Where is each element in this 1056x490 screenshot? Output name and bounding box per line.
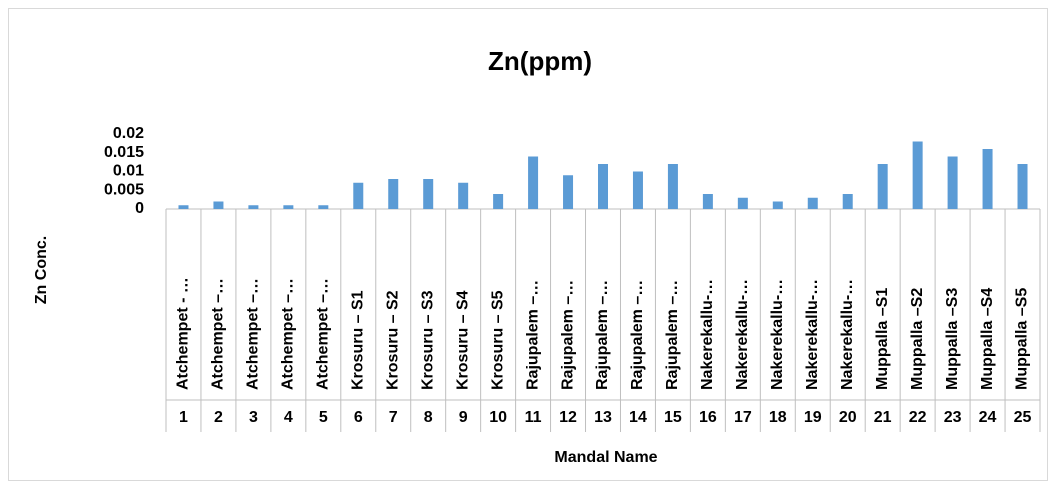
x-tick-label: Muppalla –S1 bbox=[874, 288, 891, 390]
x-axis-title: Mandal Name bbox=[554, 449, 657, 466]
x-tick-label: Muppalla –S3 bbox=[944, 288, 961, 390]
chart-title: Zn(ppm) bbox=[488, 46, 592, 76]
bar bbox=[632, 171, 643, 209]
x-tick-label: Rajupalem –… bbox=[594, 280, 611, 390]
bar bbox=[702, 194, 713, 209]
y-tick-label: 0.005 bbox=[104, 181, 144, 198]
x-tick-label: Atchempet –… bbox=[315, 278, 332, 390]
category-number: 20 bbox=[839, 409, 857, 426]
x-tick-label: Atchempet - … bbox=[175, 277, 192, 390]
y-tick-label: 0 bbox=[135, 200, 144, 217]
bar bbox=[982, 149, 993, 209]
bar bbox=[737, 197, 748, 209]
bar bbox=[1017, 164, 1028, 209]
category-number: 9 bbox=[459, 409, 468, 426]
category-number: 14 bbox=[629, 409, 647, 426]
bar bbox=[318, 205, 329, 209]
y-tick-label: 0.015 bbox=[104, 144, 144, 161]
category-number: 19 bbox=[804, 409, 822, 426]
x-tick-label: Muppalla –S2 bbox=[909, 288, 926, 390]
bar bbox=[563, 175, 574, 209]
category-number: 22 bbox=[909, 409, 927, 426]
bar bbox=[388, 179, 399, 209]
category-number: 4 bbox=[284, 409, 293, 426]
y-tick-label: 0.02 bbox=[113, 125, 144, 142]
x-tick-label: Nakerekallu-… bbox=[804, 279, 821, 390]
category-number: 7 bbox=[389, 409, 398, 426]
category-number: 25 bbox=[1014, 409, 1032, 426]
x-tick-label: Krosuru – S1 bbox=[349, 290, 366, 390]
category-number: 6 bbox=[354, 409, 363, 426]
x-tick-label: Krosuru – S4 bbox=[454, 290, 471, 390]
category-number: 15 bbox=[664, 409, 682, 426]
bar bbox=[772, 201, 783, 209]
x-tick-label: Atchempet –… bbox=[210, 278, 227, 390]
bar bbox=[213, 201, 224, 209]
category-number: 21 bbox=[874, 409, 892, 426]
category-number: 2 bbox=[214, 409, 223, 426]
x-tick-label: Krosuru – S3 bbox=[419, 290, 436, 390]
bar bbox=[947, 156, 958, 209]
bar bbox=[842, 194, 853, 209]
category-number: 1 bbox=[179, 409, 188, 426]
x-tick-label: Krosuru – S5 bbox=[489, 290, 506, 390]
x-tick-label: Nakerekallu-… bbox=[734, 279, 751, 390]
category-number: 5 bbox=[319, 409, 328, 426]
bar bbox=[423, 179, 434, 209]
x-tick-label: Rajupalem –… bbox=[559, 280, 576, 390]
bar bbox=[877, 164, 888, 209]
category-number: 3 bbox=[249, 409, 258, 426]
bar bbox=[528, 156, 539, 209]
category-number: 23 bbox=[944, 409, 962, 426]
y-axis-title: Zn Conc. bbox=[33, 236, 50, 304]
bar bbox=[353, 182, 364, 209]
x-tick-label: Rajupalem –… bbox=[524, 280, 541, 390]
x-tick-label: Muppalla –S4 bbox=[979, 288, 996, 390]
category-number: 13 bbox=[594, 409, 612, 426]
bar bbox=[493, 194, 504, 209]
x-tick-label: Rajupalem –… bbox=[664, 280, 681, 390]
y-tick-label: 0.01 bbox=[113, 163, 144, 180]
bar bbox=[807, 197, 818, 209]
category-number: 24 bbox=[979, 409, 997, 426]
x-tick-label: Nakerekallu-… bbox=[699, 279, 716, 390]
category-number: 12 bbox=[559, 409, 577, 426]
category-number: 17 bbox=[734, 409, 752, 426]
x-tick-label: Nakerekallu-… bbox=[839, 279, 856, 390]
x-tick-label: Muppalla –S5 bbox=[1014, 288, 1031, 390]
category-number: 16 bbox=[699, 409, 717, 426]
category-number: 8 bbox=[424, 409, 433, 426]
x-tick-label: Rajupalem –… bbox=[629, 280, 646, 390]
category-number: 18 bbox=[769, 409, 787, 426]
x-tick-label: Krosuru – S2 bbox=[384, 290, 401, 390]
bar bbox=[598, 164, 608, 209]
x-tick-label: Atchempet –… bbox=[245, 278, 262, 390]
bar bbox=[667, 164, 678, 209]
bar bbox=[248, 205, 259, 209]
category-number: 11 bbox=[525, 409, 542, 426]
bar bbox=[283, 205, 294, 209]
category-number: 10 bbox=[489, 409, 507, 426]
bar bbox=[178, 205, 189, 209]
x-tick-label: Nakerekallu-… bbox=[769, 279, 786, 390]
x-tick-label: Atchempet –… bbox=[280, 278, 297, 390]
bar bbox=[912, 141, 923, 209]
bar bbox=[458, 182, 469, 209]
chart-border bbox=[8, 8, 1048, 481]
